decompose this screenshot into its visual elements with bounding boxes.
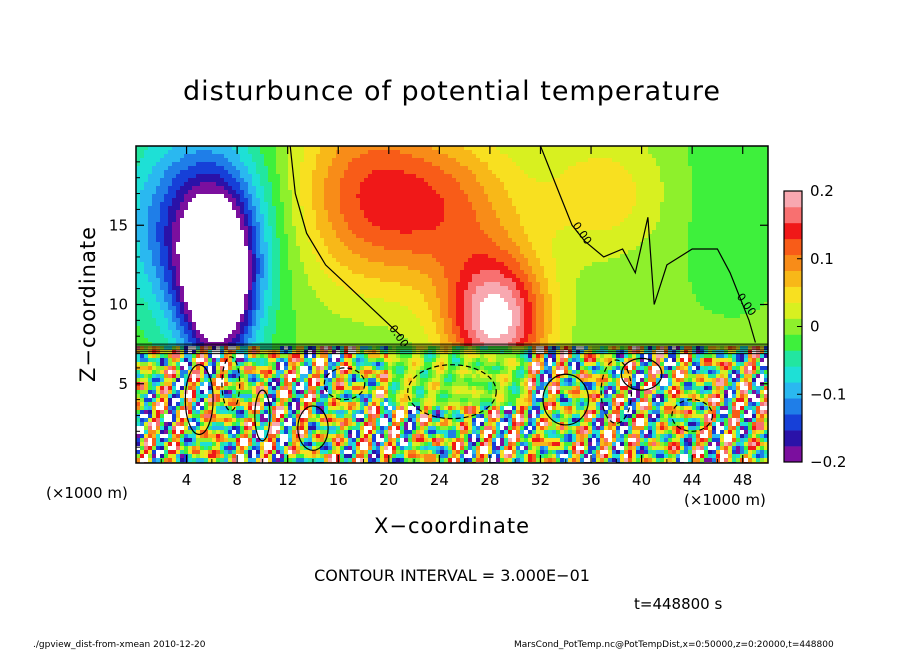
colorbar-segment	[784, 446, 802, 463]
colorbar-segment	[784, 238, 802, 256]
colorbar-segment	[784, 270, 802, 287]
chart-title: disturbunce of potential temperature	[183, 76, 721, 107]
x-tick-label: 16	[329, 471, 348, 489]
contour-loop	[297, 405, 329, 451]
x-tick-label: 12	[278, 471, 297, 489]
colorbar-tick-label: 0	[810, 318, 820, 336]
contour-line-zero	[289, 146, 402, 337]
colorbar-tick-label: 0.2	[810, 182, 834, 200]
contour-loop	[542, 373, 590, 426]
colorbar-segment	[784, 398, 802, 415]
colorbar-tick-label: 0.1	[810, 250, 834, 268]
x-tick-label: 4	[182, 471, 192, 489]
x-tick-label: 20	[379, 471, 398, 489]
x-tick-label: 44	[683, 471, 702, 489]
x-tick-label: 36	[581, 471, 600, 489]
colorbar-segment	[784, 191, 802, 208]
y-tick-label: 10	[109, 296, 128, 314]
x-axis-label: X−coordinate	[374, 514, 530, 538]
colorbar-segment	[784, 366, 802, 383]
colorbar-segment	[784, 286, 802, 303]
contour-line-zero	[539, 146, 655, 305]
contour-interval-text: CONTOUR INTERVAL = 3.000E−01	[314, 566, 590, 585]
x-axis-ticks: 4 8 12 16 20 24 28 32 36 40 44 48	[160, 146, 752, 489]
colorbar-segment	[784, 430, 802, 447]
footer-script-info: ./gpview_dist-from-xmean 2010-12-20	[33, 640, 206, 650]
colorbar-segment	[784, 254, 802, 272]
x-tick-label: 40	[632, 471, 651, 489]
contour-lines: 0.000.000.00	[136, 146, 768, 451]
colorbar-segment	[784, 222, 802, 240]
x-unit-label-left: (×1000 m)	[46, 484, 128, 502]
y-axis-label: Z−coordinate	[76, 226, 100, 382]
x-tick-label: 32	[531, 471, 550, 489]
contour-loop	[221, 356, 241, 412]
colorbar-segment	[784, 382, 802, 399]
x-unit-label-right: (×1000 m)	[684, 491, 766, 509]
colorbar-segment	[784, 206, 802, 224]
colorbar-tick-label: −0.1	[810, 385, 846, 403]
y-tick-label: 5	[118, 375, 128, 393]
colorbar-segment	[784, 350, 802, 367]
contour-loop	[620, 357, 663, 391]
y-tick-label: 15	[109, 216, 128, 234]
x-tick-label: 24	[430, 471, 449, 489]
contour-loop	[254, 389, 271, 442]
time-stamp: t=448800 s	[634, 595, 723, 613]
contour-loop	[600, 359, 633, 424]
contour-loop	[671, 399, 713, 432]
colorbar-segment	[784, 318, 802, 335]
heatmap-field	[136, 146, 768, 463]
y-axis-ticks: 5 10 15	[109, 161, 768, 448]
colorbar-segment	[784, 414, 802, 431]
contour-loop	[323, 367, 366, 401]
x-tick-label: 48	[733, 471, 752, 489]
colorbar-segment	[784, 302, 802, 319]
footer-data-source: MarsCond_PotTemp.nc@PotTempDist,x=0:5000…	[514, 640, 834, 650]
colorbar-segment	[784, 334, 802, 351]
x-tick-label: 28	[480, 471, 499, 489]
contour-line-zero	[653, 248, 756, 343]
x-tick-label: 8	[232, 471, 242, 489]
colorbar-tick-label: −0.2	[810, 453, 846, 471]
contour-loop	[407, 364, 497, 420]
colorbar: −0.2 −0.1 0 0.1 0.2	[783, 182, 846, 471]
contour-loop	[184, 364, 214, 436]
